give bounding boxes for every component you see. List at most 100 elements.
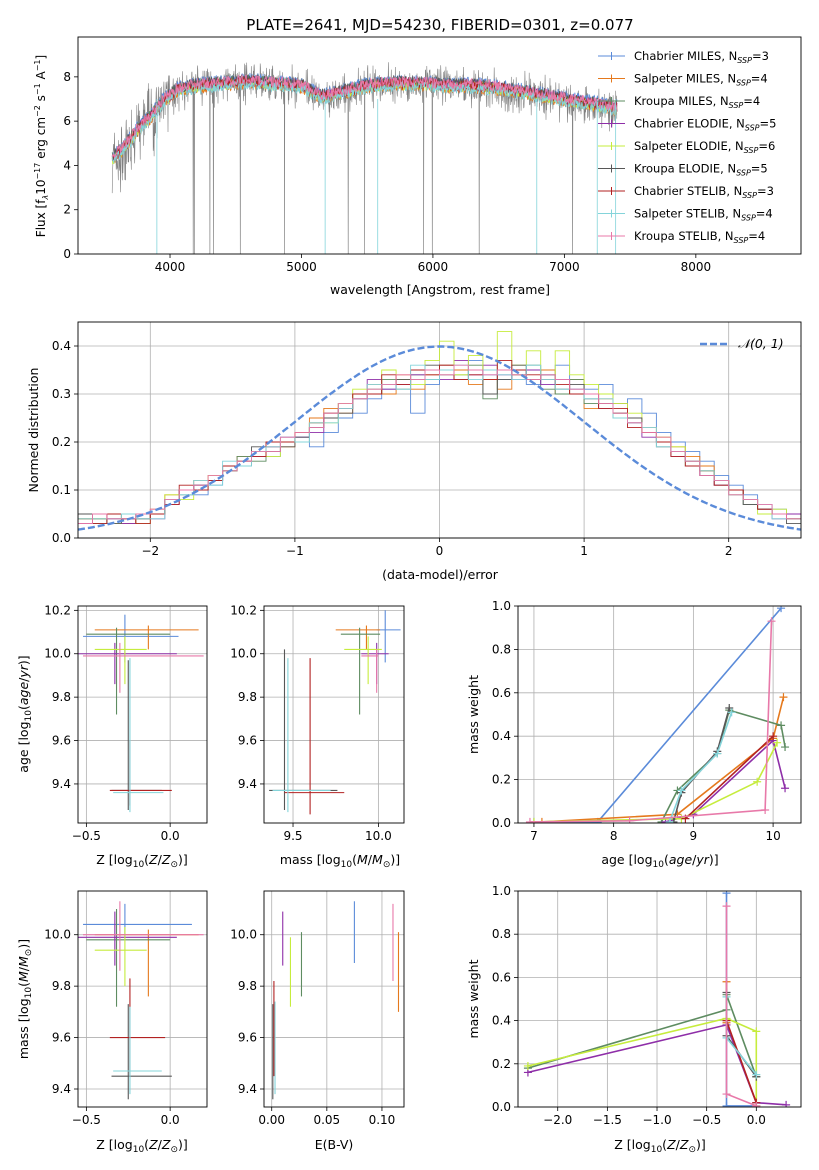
y-tick-label: 9.6 [52,734,71,748]
weight-line-c7 [668,712,733,823]
weight-marker [752,1070,761,1079]
x-tick-label: 4000 [155,260,186,274]
weight-marker [722,1101,731,1107]
mass_vs_Z-plot-area [78,901,204,1100]
spectrum-axes: 4000 5000 6000 7000 8000 0 2 4 6 8 Chabrier MILES,… [33,36,802,297]
weight-marker [722,1090,731,1099]
weight-marker [722,902,731,911]
y-tick-label: 8 [63,70,71,84]
x-tick-label: 10.0 [365,829,392,843]
weight-marker [782,1100,791,1107]
legend-label: Salpeter ELODIE, NSSP=6 [634,139,775,155]
y-tick-label: 0.2 [492,1057,511,1071]
x-tick-label: −1.0 [642,1113,671,1127]
y-tick-label: 0.0 [52,531,71,545]
y-tick-label: 0.2 [52,435,71,449]
weight_vs_Z-plot-area [523,891,791,1107]
y-tick-label: 0.2 [492,773,511,787]
axes-frame [517,890,802,1108]
weight-marker [752,1101,761,1107]
y-tick-label: 6 [63,114,71,128]
x-tick-label: 9.5 [283,829,302,843]
x-axis-label: Z [log10(Z/Z⊙)] [614,1137,706,1155]
y-tick-label: 9.4 [52,777,71,791]
axes-frame [517,605,802,824]
x-axis-label: (data-model)/error [382,567,499,582]
y-axis-label: Flux [fλ10−17 erg cm−2 s−1 A−1] [33,55,50,237]
age_vs_Z-plot-area [78,614,204,813]
y-tick-label: 10.2 [44,603,71,617]
y-tick-label: 0.4 [492,1014,511,1028]
y-tick-label: 10.0 [230,928,257,942]
y-tick-label: 10.0 [44,928,71,942]
weight-marker [665,817,674,823]
x-tick-label: −1 [286,544,304,558]
y-tick-label: 9.8 [238,979,257,993]
x-tick-label: 0.0 [747,1113,766,1127]
weight-marker [753,777,762,786]
histogram-c1 [78,364,801,525]
x-tick-label: 10 [765,829,780,843]
weight-line-c6 [684,735,774,820]
axes-frame [77,36,802,255]
residuals-axes: −2 −1 0 1 2 0.0 0.1 0.2 0.3 0.4 𝒩(0, 1) (data-model… [26,321,802,582]
weight_vs_age-axes: 7 8 9 10 0.0 0.2 0.4 0.6 0.8 1.0 mass weight age [l… [466,599,802,870]
age_vs_Z-axes: −0.5 0.0 9.4 9.6 9.8 10.0 10.2 Z [log10(Z/Z⊙)] a… [16,603,208,870]
y-tick-label: 9.6 [238,734,257,748]
weight-line-c1 [541,696,785,823]
y-tick-label: 9.8 [52,690,71,704]
histogram-c8 [78,364,801,525]
weight-marker [773,738,782,747]
age_vs_mass-axes: 9.5 10.0 9.4 9.6 9.8 10.0 10.2 mass [log10(M/M⊙… [230,603,405,870]
weight-marker [727,708,736,717]
legend-label: Chabrier STELIB, NSSP=3 [634,184,774,200]
x-tick-label: 0.00 [258,1113,285,1127]
y-tick-label: 10.0 [230,647,257,661]
x-tick-label: 0.10 [369,1113,396,1127]
weight-line-c8 [529,621,773,823]
weight-marker [777,606,786,613]
y-axis-label: age [log10(age/yr)] [16,655,34,772]
age_vs_mass-plot-area [269,610,401,815]
histogram-c6 [78,359,801,525]
histogram-c7 [78,364,801,525]
x-axis-label: Z [log10(Z/Z⊙)] [96,1137,188,1155]
x-tick-label: 2 [725,544,733,558]
y-tick-label: 9.6 [52,1031,71,1045]
legend-label: Salpeter STELIB, NSSP=4 [634,207,773,223]
legend-label: Chabrier ELODIE, NSSP=5 [634,117,776,133]
y-tick-label: 9.4 [52,1082,71,1096]
x-tick-label: 0.0 [161,1113,180,1127]
x-tick-label: 7 [530,829,538,843]
y-tick-label: 2 [63,203,71,217]
x-tick-label: 7000 [549,260,580,274]
y-tick-label: 0.8 [492,927,511,941]
x-tick-label: 9 [690,829,698,843]
y-tick-label: 9.6 [238,1031,257,1045]
y-tick-label: 0.0 [492,816,511,830]
legend-label: Kroupa ELODIE, NSSP=5 [634,162,768,178]
x-axis-label: E(B-V) [315,1137,354,1152]
weight-marker [781,784,790,793]
axes-frame [263,890,405,1108]
mass_vs_Z-axes: −0.5 0.0 9.4 9.6 9.8 10.0 Z [log10(Z/Z⊙)] mass … [16,890,208,1155]
x-tick-label: −0.5 [72,1113,101,1127]
y-axis-label: mass weight [466,675,481,754]
y-tick-label: 9.8 [52,979,71,993]
y-tick-label: 0.4 [492,729,511,743]
x-tick-label: −0.5 [692,1113,721,1127]
weight-marker [769,732,778,741]
weight-marker [722,891,731,898]
histogram-c3 [78,359,801,525]
legend-label: Salpeter MILES, NSSP=4 [634,72,768,88]
histogram-c4 [78,331,801,525]
y-tick-label: 0.0 [492,1100,511,1114]
weight-marker [767,617,776,626]
figure-title: PLATE=2641, MJD=54230, FIBERID=0301, z=0… [246,16,633,34]
mass_vs_EBV-axes: 0.00 0.05 0.10 9.4 9.6 9.8 10.0 E(B-V) [230,890,405,1152]
y-tick-label: 9.4 [238,777,257,791]
x-tick-label: −0.5 [72,829,101,843]
x-tick-label: −1.5 [593,1113,622,1127]
x-axis-label: mass [log10(M/M⊙)] [280,852,400,870]
